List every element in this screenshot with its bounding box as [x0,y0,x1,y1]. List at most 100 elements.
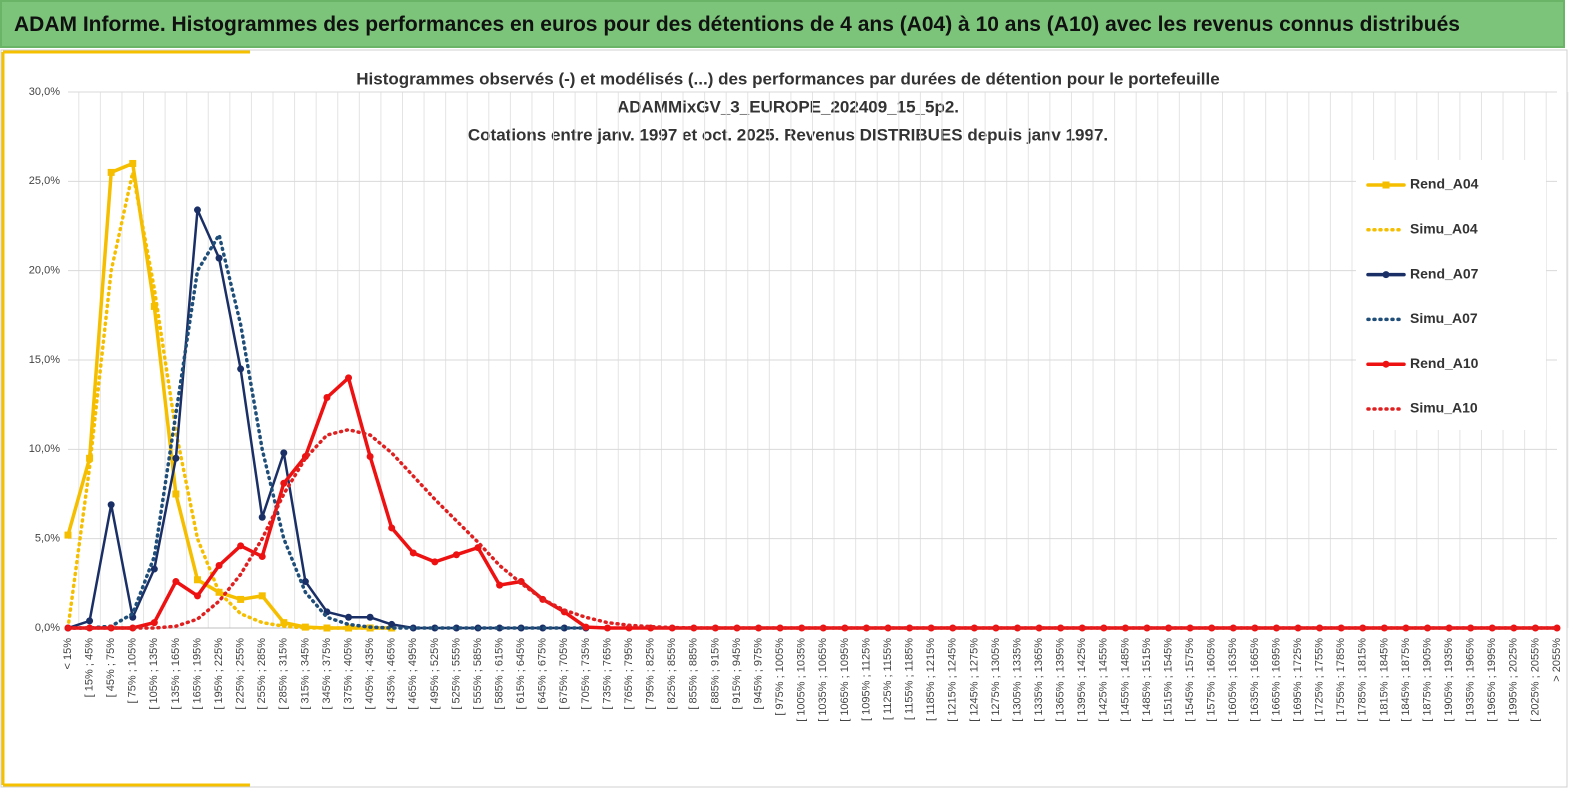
data-point [366,613,374,621]
data-point [215,254,223,262]
x-tick-label: [ 1845% ; 1875% [1400,638,1412,722]
x-tick-label: [ 765% ; 795% [623,638,635,710]
x-tick-label: [ 705% ; 735% [580,638,592,710]
data-point [150,565,158,573]
x-tick-label: [ 465% ; 495% [407,638,419,710]
x-tick-label: [ 735% ; 765% [601,638,613,710]
series-line [66,427,1559,630]
legend-marker [1382,271,1390,279]
data-point [193,576,201,584]
legend-label: Rend_A10 [1410,355,1479,371]
data-point [237,542,245,550]
x-tick-label: [ 45% ; 75% [105,638,117,698]
x-tick-label: [ 1545% ; 1575% [1184,638,1196,722]
x-tick-label: [ 75% ; 105% [127,638,139,704]
data-point [323,394,331,402]
data-point [409,549,417,557]
x-tick-label: [ 1815% ; 1845% [1378,638,1390,722]
data-point [193,206,201,214]
x-tick-label: [ 1155% ; 1185% [904,638,916,720]
data-point [1445,624,1453,632]
data-point [237,595,245,603]
data-point [1510,624,1518,632]
data-point [1078,624,1086,632]
series-line [66,233,588,630]
x-tick-label: [ 495% ; 525% [429,638,441,710]
x-tick-label: [ 825% ; 855% [666,638,678,710]
data-point [86,624,94,632]
data-point [129,159,137,167]
data-point [107,501,115,509]
data-point [86,454,94,462]
y-tick-label: 15,0% [29,354,60,366]
x-tick-label: [ 915% ; 945% [731,638,743,710]
x-tick-label: [ 1875% ; 1905% [1421,638,1433,722]
banner: ADAM Informe. Histogrammes des performan… [0,0,1565,48]
x-tick-label: [ 1065% ; 1095% [839,638,851,722]
x-tick-label: [ 885% ; 915% [709,638,721,710]
x-tick-label: [ 15% ; 45% [83,638,95,698]
data-point [970,624,978,632]
x-tick-label: [ 1605% ; 1635% [1227,638,1239,722]
series-line [66,170,394,630]
x-tick-label: [ 1365% ; 1395% [1055,638,1067,722]
x-tick-label: [ 855% ; 885% [688,638,700,710]
legend-marker [1382,360,1390,368]
x-tick-label: [ 1305% ; 1335% [1011,638,1023,722]
x-tick-label: [ 1755% ; 1785% [1335,638,1347,722]
data-point [431,558,439,566]
data-point [1553,624,1561,632]
x-tick-label: > 2055% [1551,638,1563,682]
data-point [172,578,180,586]
x-tick-label: [ 1425% ; 1455% [1098,638,1110,722]
data-point [496,581,504,589]
x-tick-label: [ 165% ; 195% [191,638,203,710]
x-tick-label: [ 1275% ; 1305% [990,638,1002,722]
series-line [66,208,588,630]
y-tick-label: 30,0% [29,86,60,98]
x-tick-label: [ 345% ; 375% [321,638,333,710]
x-tick-label: [ 525% ; 555% [450,638,462,710]
x-tick-label: [ 285% ; 315% [278,638,290,710]
x-tick-label: [ 1395% ; 1425% [1076,638,1088,722]
x-tick-label: [ 405% ; 435% [364,638,376,710]
data-point [172,454,180,462]
x-tick-label: [ 2025% ; 2055% [1529,638,1541,722]
x-tick-label: [ 1005% ; 1035% [796,638,808,722]
x-tick-label: [ 675% ; 705% [558,638,570,710]
x-tick-label: [ 375% ; 405% [342,638,354,710]
data-point [1402,624,1410,632]
y-tick-label: 25,0% [29,175,60,187]
x-tick-label: [ 555% ; 585% [472,638,484,710]
x-tick-label: [ 1485% ; 1515% [1141,638,1153,722]
data-point [107,168,115,176]
data-point [582,623,590,631]
x-tick-label: [ 225% ; 255% [235,638,247,710]
y-tick-label: 20,0% [29,265,60,277]
data-point [388,624,396,632]
data-point [215,561,223,569]
x-tick-label: [ 1635% ; 1665% [1249,638,1261,722]
x-tick-label: [ 1335% ; 1365% [1033,638,1045,722]
x-tick-label: [ 975% ; 1005% [774,638,786,716]
chart-title: Cotations entre janv. 1997 et oct. 2025.… [468,125,1108,144]
x-tick-label: [ 795% ; 825% [645,638,657,710]
chart-title: Histogrammes observés (-) et modélisés (… [356,69,1219,88]
x-tick-label: [ 195% ; 225% [213,638,225,710]
x-tick-label: [ 255% ; 285% [256,638,268,710]
data-point [1294,624,1302,632]
x-tick-label: [ 1665% ; 1695% [1270,638,1282,722]
chart-title: ADAMMixGV_3_EUROPE_202409_15_5p2. [617,97,959,116]
x-tick-label: [ 435% ; 465% [386,638,398,710]
x-tick-label: [ 1935% ; 1965% [1465,638,1477,722]
data-point [258,513,266,521]
x-tick-label: [ 1575% ; 1605% [1206,638,1218,722]
legend-label: Rend_A04 [1410,176,1479,192]
data-point [345,613,353,621]
data-point [496,624,504,632]
data-point [193,592,201,600]
x-tick-label: [ 1185% ; 1215% [925,638,937,721]
data-point [452,551,460,559]
